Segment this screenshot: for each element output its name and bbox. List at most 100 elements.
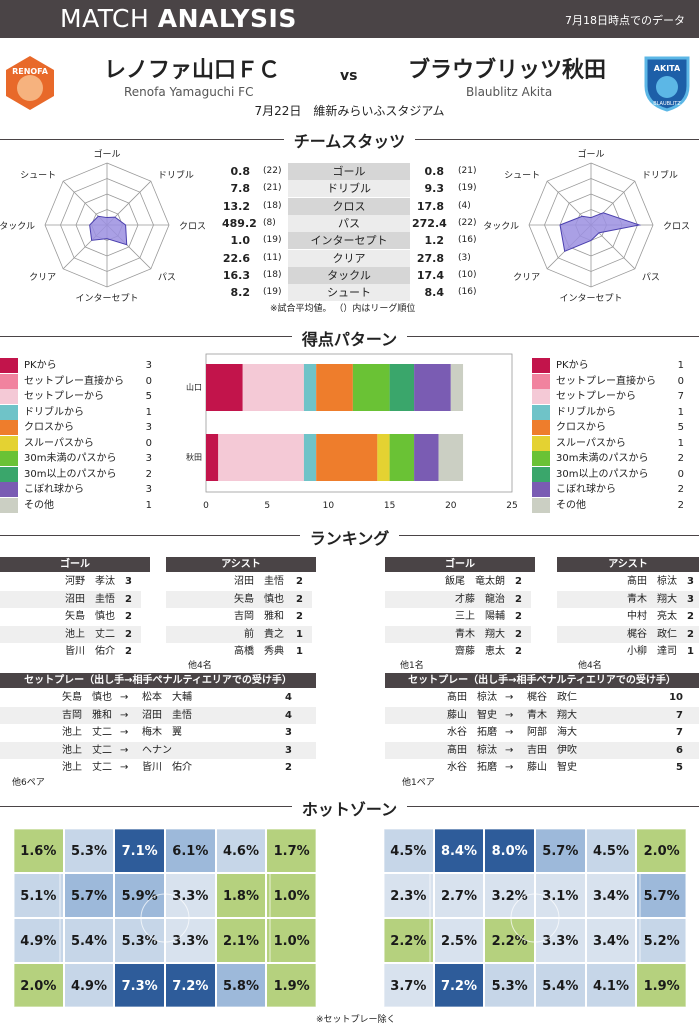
legend-swatch [532,497,550,513]
ranking-head-away-assist: アシスト [557,557,699,572]
player-name: 中村 亮太 [627,611,677,622]
hotzone-cell: 5.3% [484,963,535,1008]
away-stat-value: 17.8 [416,199,444,213]
data-as-of: 7月18日時点でのデータ [565,14,685,27]
player-name: 青木 翔大 [627,593,677,605]
bar-segment [352,364,390,411]
section-title-hotzone: ホットゾーン [0,796,699,820]
player-count: 3 [687,593,694,605]
hotzone-cell: 5.2% [636,918,687,963]
hotzone-cell: 7.3% [114,963,165,1008]
stat-label: タックル [288,266,410,284]
radar-axis-label: シュート [504,171,540,181]
setplay-arrow: → [505,692,514,703]
legend-item: セットプレーから 5 [0,389,152,404]
legend-count: 2 [677,453,684,464]
away-stat-rank: (10) [458,269,477,280]
ranking-row: 小柳 達司 1 [557,643,699,660]
player-name: 飯尾 竜太朗 [445,576,505,587]
player-count: 2 [515,628,522,640]
home-team-name: レノファ山口ＦＣ [104,58,281,83]
hotzone-cell: 6.1% [165,828,216,873]
away-stat-value: 1.2 [424,234,445,248]
chart-frame [205,353,513,493]
legend-item: 30m以上のパスから 0 [532,466,684,482]
radar-axis-label: インターセプト [75,293,138,304]
setplay-receiver: 青木 翔大 [527,709,577,721]
legend-count: 1 [145,499,152,511]
setplay-arrow: → [505,762,514,773]
home-stat-rank: (21) [263,183,282,194]
player-name: 齋藤 恵太 [455,646,505,657]
radar-home-area [89,215,128,246]
legend-count: 0 [145,437,152,449]
legend-item: その他 1 [0,497,152,513]
home-stat-rank: (8) [263,217,276,228]
x-tick-label: 5 [264,501,270,511]
setplay-arrow: → [120,744,129,756]
setplay-arrow: → [505,744,514,756]
legend-swatch [532,451,550,466]
ranking-row: 三上 陽輔 2 [385,608,531,625]
legend-label: スルーパスから [24,437,94,449]
ranking-row: 梶谷 政仁 2 [557,625,699,643]
hotzone-cell: 5.4% [535,963,586,1008]
legend-swatch [532,373,550,389]
radar-axis-label: タックル [0,221,35,232]
player-name: 吉岡 雅和 [234,611,284,622]
player-count: 2 [515,646,522,657]
setplay-receiver: 梅木 翼 [142,727,182,738]
player-count: 2 [296,576,303,587]
setplay-row: 水谷 拓磨 → 藤山 智史 5 [385,759,699,776]
player-count: 1 [296,628,303,640]
ranking-head-home-assist: アシスト [166,557,316,572]
setplay-row: 池上 丈二 → 皆川 佑介 2 [0,759,316,776]
hotzone-cell: 7.2% [433,963,485,1008]
player-count: 2 [296,593,303,605]
away-stat-rank: (16) [458,287,477,298]
home-setplay-more: 他6ペア [12,778,45,788]
legend-swatch [0,420,18,435]
legend-label: 30m未満のパスから [556,453,649,464]
away-goals-more: 他1名 [400,661,424,671]
player-name: 河野 孝汰 [65,576,115,587]
legend-count: 5 [145,391,152,402]
legend-count: 0 [145,375,152,387]
hotzone-cell: 2.2% [383,918,434,963]
player-count: 2 [687,628,694,640]
setplay-arrow: → [120,727,129,738]
legend-item: クロスから 3 [0,420,152,435]
hotzone-cell: 3.3% [165,873,216,918]
legend-swatch [0,404,18,420]
ranking-row: 矢島 慎也 2 [166,590,312,608]
hotzone-cell: 8.4% [433,828,485,873]
legend-item: 30m未満のパスから 2 [532,451,684,466]
match-info: 7月22日 維新みらいふスタジアム [254,104,445,118]
stats-note: ※試合平均値。 （）内はリーグ順位 [270,304,416,314]
setplay-row: 髙田 椋汰 → 吉田 伊吹 6 [385,741,699,759]
legend-label: スルーパスから [556,437,626,449]
legend-item: 30m以上のパスから 2 [0,466,152,482]
legend-swatch [532,420,550,435]
legend-label: セットプレー直接から [556,375,656,387]
hotzone-cell: 7.1% [114,828,165,873]
home-stat-rank: (18) [263,269,282,280]
stat-label: インターセプト [288,232,410,250]
setplay-arrow: → [505,727,514,738]
ranking-row: 中村 亮太 2 [557,608,699,625]
setplay-giver: 池上 丈二 [62,744,112,756]
hotzone-cell: 5.7% [636,873,687,918]
radar-axis-label: シュート [20,171,56,181]
player-count: 3 [687,576,694,587]
legend-item: セットプレー直接から 0 [532,373,684,389]
setplay-row: 矢島 慎也 → 松本 大輔 4 [0,689,316,706]
home-stat-rank: (19) [263,287,282,298]
radar-axis-label: ゴール [93,148,120,160]
legend-label: こぼれ球から [556,484,616,495]
legend-item: 30m未満のパスから 3 [0,451,152,466]
bar-segment [450,364,464,411]
away-stat-value: 9.3 [424,182,445,196]
hotzone-cell: 5.8% [215,963,267,1008]
bar-segment [316,434,378,481]
radar-axis-label: クロス [179,221,206,232]
